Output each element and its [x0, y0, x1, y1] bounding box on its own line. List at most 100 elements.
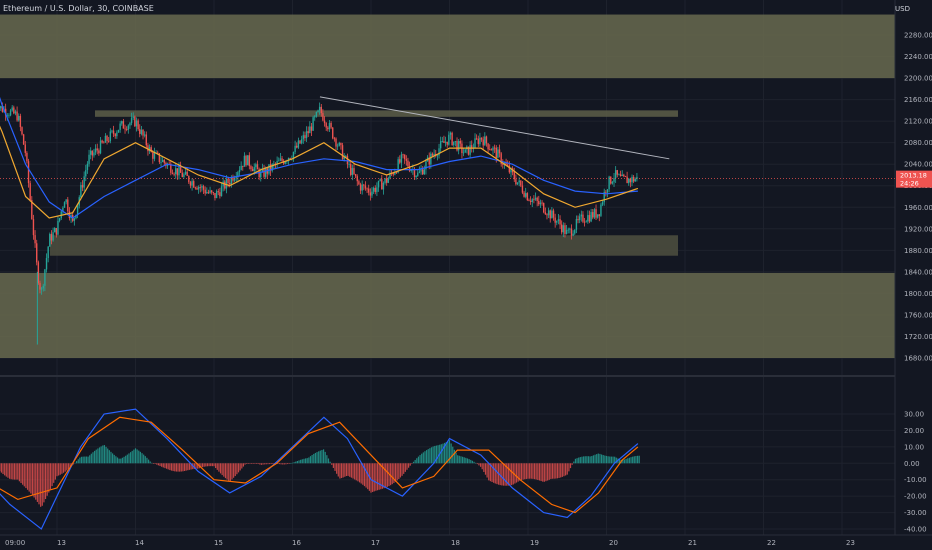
candle-body: [179, 166, 182, 173]
candle-body: [624, 176, 627, 178]
candle-body: [36, 243, 38, 263]
price-tick-label: 1840.00: [904, 268, 932, 276]
macd-histogram-bar: [285, 463, 287, 465]
macd-histogram-bar: [548, 463, 550, 480]
macd-histogram-bar: [210, 463, 212, 467]
candle-body: [634, 179, 636, 182]
candle-body: [583, 221, 586, 223]
candle-body: [119, 123, 121, 130]
candle-body: [202, 186, 205, 190]
macd-histogram-bar: [203, 463, 205, 467]
candle-body: [433, 153, 435, 156]
candle-body: [62, 207, 64, 212]
price-scale[interactable]: 2280.00 2240.00 2200.00 2160.00 2120.00 2080.…: [904, 32, 932, 363]
candle-body: [85, 170, 87, 177]
price-tick-label: 1960.00: [904, 204, 932, 212]
macd-histogram-bar: [344, 463, 346, 477]
candle-body: [63, 202, 66, 208]
candle-body: [618, 174, 620, 176]
macd-histogram-bar: [259, 463, 261, 465]
candle-body: [305, 131, 308, 139]
candle-body: [117, 129, 120, 133]
price-tick-label: 1680.00: [904, 355, 932, 363]
macd-histogram-bar: [632, 456, 634, 464]
candle-body: [415, 175, 417, 178]
candle-body: [116, 132, 118, 137]
candle-body: [215, 191, 218, 199]
macd-histogram-bar: [566, 463, 568, 475]
macd-histogram-bar: [185, 463, 187, 471]
candle-body: [621, 174, 623, 177]
candle-body: [161, 159, 164, 162]
candle-body: [253, 167, 255, 172]
macd-scale[interactable]: 30.00 20.00 10.00 0.00 -10.00 -20.00 -30.00 -40…: [904, 411, 927, 534]
macd-histogram-bar: [542, 463, 544, 482]
macd-histogram-bar: [128, 453, 130, 464]
macd-histogram-bar: [517, 463, 519, 482]
macd-histogram-bar: [118, 458, 120, 464]
macd-histogram-bar: [408, 463, 410, 468]
macd-histogram-bar: [223, 463, 225, 477]
candle-body: [560, 224, 563, 233]
macd-histogram-bar: [427, 449, 429, 464]
macd-histogram-bar: [35, 463, 37, 500]
macd-histogram-bar: [175, 463, 177, 472]
macd-histogram-bar: [509, 463, 511, 486]
candle-body: [176, 168, 179, 176]
macd-histogram-bar: [316, 452, 318, 464]
candle-body: [37, 262, 40, 283]
macd-histogram-bar: [481, 463, 483, 470]
macd-histogram-bar: [87, 456, 89, 464]
macd-histogram-bar: [587, 456, 590, 464]
macd-histogram-bar: [470, 459, 472, 464]
candle-body: [153, 152, 156, 159]
macd-histogram-bar: [560, 463, 562, 478]
macd-histogram-bar: [43, 463, 45, 503]
macd-histogram-bar: [218, 463, 220, 472]
candle-body: [171, 172, 174, 174]
candle-body: [256, 164, 259, 170]
macd-histogram-bar: [545, 463, 547, 482]
macd-histogram-bar: [229, 463, 231, 481]
macd-histogram-bar: [604, 455, 606, 464]
macd-histogram-bar: [324, 451, 326, 464]
macd-histogram-bar: [527, 463, 529, 479]
candle-body: [359, 184, 362, 191]
macd-histogram-bar: [463, 457, 465, 464]
candle-body: [245, 155, 247, 166]
candle-body: [142, 129, 144, 136]
signal-line: [0, 416, 639, 514]
candle-body: [47, 246, 49, 259]
macd-histogram-bar: [412, 461, 415, 464]
macd-histogram-bar: [82, 456, 84, 464]
macd-histogram-bar: [58, 463, 60, 476]
candle-body: [125, 129, 128, 130]
candle-body: [430, 153, 432, 165]
candle-body: [268, 164, 270, 174]
macd-histogram-bar: [143, 454, 145, 464]
macd-histogram-bar: [152, 463, 155, 464]
candle-body: [588, 215, 591, 222]
macd-histogram-bar: [159, 463, 161, 467]
candle-body: [93, 152, 95, 156]
candle-body: [111, 130, 113, 132]
candle-body: [399, 159, 401, 163]
macd-histogram-bar: [30, 463, 32, 494]
macd-histogram-bar: [555, 463, 557, 479]
macd-histogram-bar: [147, 459, 150, 464]
macd-histogram-bar: [31, 463, 34, 496]
candle-body: [400, 154, 403, 163]
macd-histogram-bar: [231, 463, 233, 480]
candle-body: [578, 216, 581, 221]
time-tick-label: 23: [846, 539, 855, 547]
candle-body: [130, 117, 133, 124]
macd-histogram-bar: [193, 463, 195, 469]
macd-histogram-bar: [515, 463, 518, 483]
time-tick-label: 14: [135, 539, 144, 547]
candle-body: [335, 138, 337, 147]
time-scale[interactable]: 09:00 13 14 15 16 17 18 19 20 21 22 23: [5, 539, 855, 547]
macd-histogram-bar: [67, 463, 70, 470]
